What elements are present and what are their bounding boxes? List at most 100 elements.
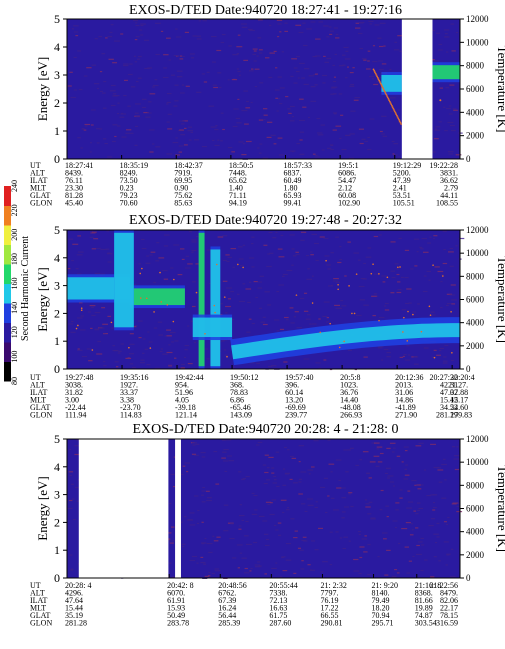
noise-pixel [259,275,264,277]
noise-pixel [330,252,334,254]
noise-pixel [221,34,226,36]
trace-point [450,310,452,313]
trace-point [379,81,381,83]
noise-pixel [451,50,456,52]
noise-pixel [369,76,375,78]
table-cell: 6070. [167,589,185,598]
noise-pixel [233,78,236,80]
table-cell: 121.14 [175,411,197,420]
noise-pixel [138,320,143,322]
noise-pixel [123,95,127,97]
y2-tick-label: 12000 [466,14,489,24]
noise-pixel [373,83,379,86]
noise-pixel [383,305,387,307]
noise-pixel [440,281,443,283]
noise-pixel [303,44,308,47]
colorbar-tick-label: 160 [10,278,19,290]
noise-pixel [384,574,389,576]
noise-pixel [379,130,383,133]
noise-pixel [381,359,384,361]
noise-pixel [423,275,427,277]
noise-pixel [244,123,249,125]
noise-pixel [390,270,396,272]
noise-pixel [404,450,408,452]
noise-pixel [179,92,185,94]
trace-point [77,324,79,327]
noise-pixel [264,471,269,474]
noise-pixel [447,121,454,124]
noise-pixel [407,501,414,503]
noise-pixel [272,237,277,239]
noise-pixel [144,39,150,41]
noise-pixel [449,294,456,296]
noise-pixel [80,315,84,317]
noise-pixel [418,442,424,444]
noise-pixel [403,478,409,480]
noise-pixel [393,485,396,487]
noise-pixel [237,293,240,295]
panel-2: EXOS-D/TED Date:940720 19:27:48 - 20:27:… [30,213,505,420]
noise-pixel [293,67,298,69]
noise-pixel [162,270,168,272]
table-row-label: UT [30,373,41,382]
noise-pixel [297,77,300,79]
noise-pixel [204,537,207,540]
feature-band [192,317,233,338]
noise-pixel [377,461,383,463]
noise-pixel [222,128,225,131]
noise-pixel [213,86,218,89]
noise-pixel [363,551,368,553]
table-cell: 105.51 [393,199,415,208]
trace-point [204,333,206,335]
trace-point [223,296,226,298]
noise-pixel [147,67,152,69]
noise-pixel [264,533,269,535]
table-cell: 20:28: 4 [65,581,91,590]
noise-pixel [367,544,371,546]
noise-pixel [145,262,151,264]
colorbar-tick-label: 140 [10,302,19,314]
noise-pixel [227,298,231,300]
table-cell: 15.17 [450,396,468,405]
noise-pixel [386,516,389,518]
y2-tick-label: 8000 [466,61,485,71]
table-row-label: GLON [30,199,52,208]
trace-point [386,96,389,99]
noise-pixel [291,58,297,60]
noise-pixel [148,101,152,103]
noise-pixel [135,81,139,83]
trace-point [173,278,175,281]
table-cell: 396. [285,381,299,390]
noise-pixel [200,562,206,564]
noise-pixel [174,84,179,86]
noise-pixel [327,268,331,270]
noise-pixel [417,541,423,543]
noise-pixel [421,544,425,546]
noise-pixel [216,49,222,52]
noise-pixel [239,265,244,267]
noise-pixel [302,106,307,108]
orbit-table: UTALTILATMLTGLATGLON19:27:483038.31.823.… [30,365,475,420]
noise-pixel [206,543,213,545]
noise-pixel [358,22,364,24]
noise-pixel [355,464,359,466]
table-cell: 108.55 [436,199,458,208]
noise-pixel [70,483,75,485]
noise-pixel [366,68,371,70]
noise-pixel [104,143,108,145]
noise-pixel [322,315,328,317]
noise-pixel [350,110,356,112]
trace-point [372,263,374,266]
noise-pixel [279,103,283,105]
noise-pixel [429,236,432,238]
noise-pixel [379,452,384,455]
table-cell: 18:42:37 [174,161,202,170]
noise-pixel [353,570,360,572]
noise-pixel [293,316,297,318]
noise-pixel [363,59,367,61]
noise-pixel [343,536,348,538]
noise-pixel [376,448,380,450]
noise-pixel [416,509,420,511]
trace-point [376,76,379,79]
